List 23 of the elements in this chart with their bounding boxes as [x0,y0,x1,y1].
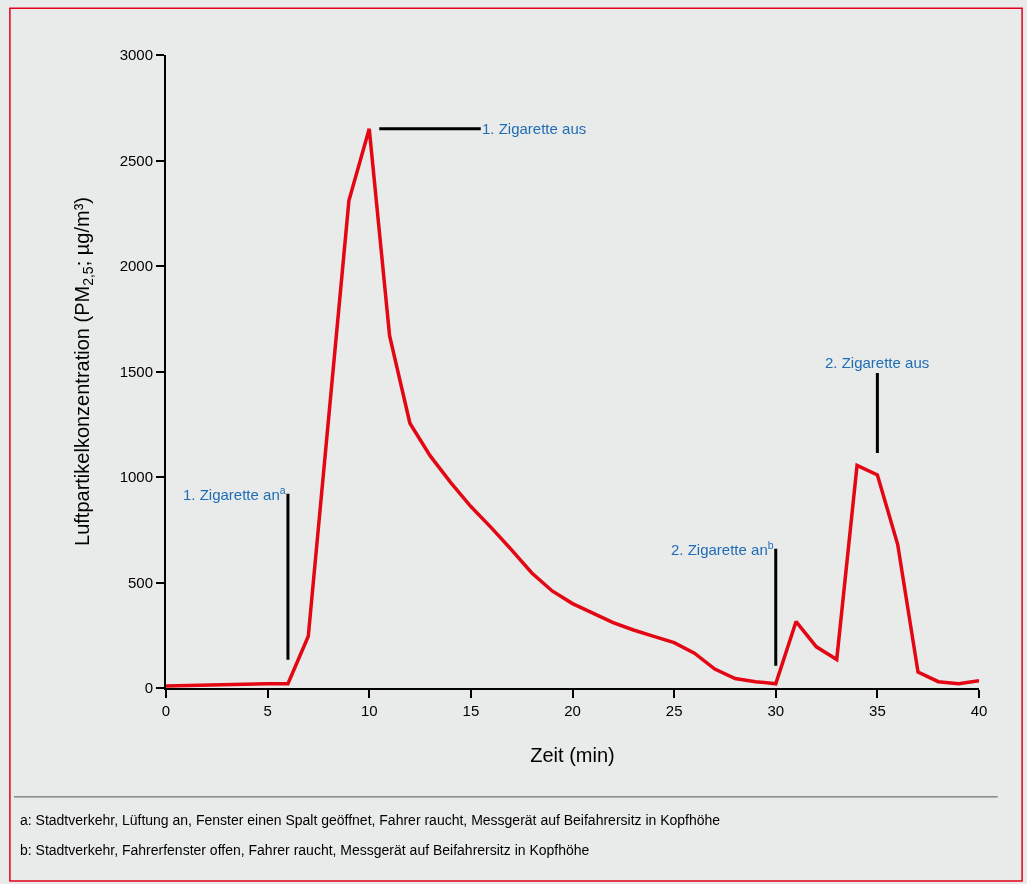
y-tick-label: 2500 [119,151,153,169]
y-tick-label: 3000 [119,46,153,64]
annotation: 1. Zigarette an$^{a}$ [183,484,286,504]
x-tick-label: 30 [767,702,785,719]
text: b: Stadtverkehr, Fahrerfenster offen, Fahrer raucht, Messgerät auf Beifahrersitz in Kopfhöhe [20,842,590,858]
x-tick-label: 40 [970,702,988,719]
annotation: 1. Zigarette aus [482,120,587,137]
x-tick-label: 15 [462,702,480,719]
x-tick-label: 10 [360,702,378,719]
y-tick-label: 0 [144,679,153,697]
annotation: 2. Zigarette an$^{b}$ [671,539,774,559]
text: a: Stadtverkehr, Lüftung an, Fenster einen Spalt geöffnet, Fahrer raucht, Messgerät auf Beifahrersitz in Kopfhöhe [20,812,721,828]
y-tick-label: 500 [127,573,153,591]
x-tick-label: 25 [665,702,683,719]
y-tick-label: 1500 [119,362,153,380]
y-tick-label: 2000 [119,257,153,275]
x-axis-title: Zeit (min) [530,744,615,766]
annotation: 2. Zigarette aus [825,354,930,371]
x-tick-label: 20 [564,702,581,719]
x-tick-label: 35 [869,702,886,719]
x-tick-label: 5 [263,702,272,719]
x-tick-label: 0 [161,702,171,719]
y-tick-label: 1000 [119,468,153,486]
